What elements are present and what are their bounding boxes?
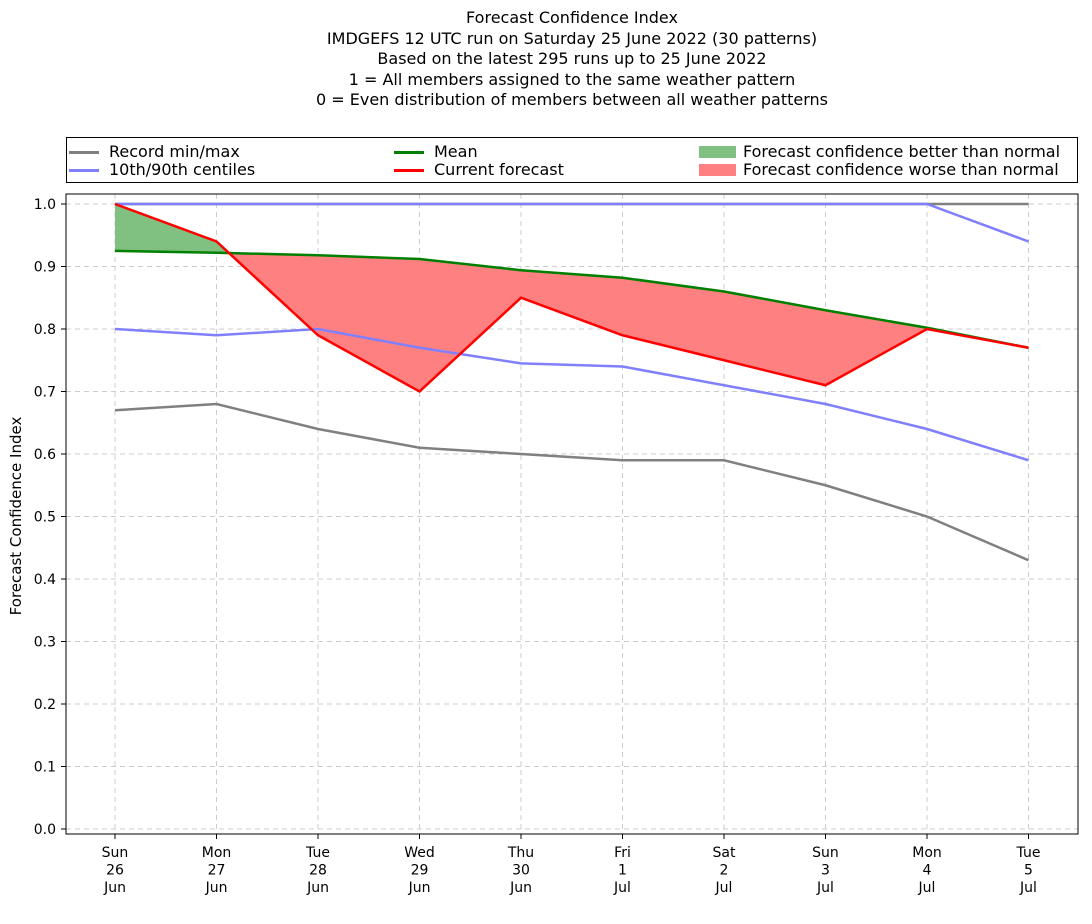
p90-centile-line bbox=[115, 202, 1029, 243]
x-tick-label: Jul bbox=[918, 880, 936, 896]
y-tick-label: 0.4 bbox=[34, 572, 56, 588]
series-lines bbox=[114, 202, 1029, 562]
x-tick-label: Jun bbox=[509, 880, 532, 896]
axes: 0.00.10.20.30.40.50.60.70.80.91.0Sun26Ju… bbox=[34, 197, 1041, 896]
fill-worse-than-normal bbox=[419, 259, 521, 392]
fill-better-than-normal bbox=[115, 204, 217, 253]
x-tick-label: 27 bbox=[208, 863, 226, 879]
x-tick-label: Sat bbox=[713, 845, 736, 861]
legend-swatch-worse bbox=[699, 164, 736, 176]
chart-legend: Record min/max 10th/90th centiles Mean C… bbox=[66, 137, 1078, 183]
fill-worse-than-normal bbox=[521, 270, 623, 336]
x-tick-label: 26 bbox=[106, 863, 124, 879]
y-tick-label: 0.3 bbox=[34, 635, 56, 651]
y-tick-label: 1.0 bbox=[34, 197, 56, 213]
title-line: Forecast Confidence Index bbox=[466, 8, 678, 27]
x-tick-label: 5 bbox=[1024, 863, 1033, 879]
x-tick-label: 30 bbox=[512, 863, 530, 879]
x-tick-label: 29 bbox=[411, 863, 429, 879]
x-tick-label: 3 bbox=[821, 863, 830, 879]
x-tick-label: 28 bbox=[309, 863, 327, 879]
y-tick-label: 0.2 bbox=[34, 697, 56, 713]
current-forecast-line bbox=[114, 202, 1029, 394]
x-tick-label: Jun bbox=[408, 880, 431, 896]
legend-swatch-better bbox=[699, 146, 736, 158]
x-tick-label: Wed bbox=[404, 845, 435, 861]
legend-label-current: Current forecast bbox=[434, 160, 564, 179]
title-line: 1 = All members assigned to the same wea… bbox=[348, 69, 796, 89]
y-tick-label: 0.6 bbox=[34, 447, 56, 463]
x-tick-label: Jul bbox=[613, 880, 631, 896]
x-tick-label: Thu bbox=[507, 845, 534, 861]
x-tick-label: Jul bbox=[816, 880, 834, 896]
y-tick-label: 0.7 bbox=[34, 385, 56, 401]
x-tick-label: Jun bbox=[205, 880, 228, 896]
y-tick-label: 0.0 bbox=[34, 822, 56, 838]
x-tick-label: Sun bbox=[812, 845, 839, 861]
x-tick-label: Jun bbox=[306, 880, 329, 896]
x-tick-label: 4 bbox=[923, 863, 932, 879]
title-line: Based on the latest 295 runs up to 25 Ju… bbox=[377, 49, 767, 69]
x-tick-label: 1 bbox=[618, 863, 627, 879]
chart-title: Forecast Confidence Index IMDGEFS 12 UTC… bbox=[0, 8, 1092, 111]
x-tick-label: Mon bbox=[202, 845, 232, 861]
legend-swatch-mean bbox=[394, 151, 424, 154]
x-tick-label: Jun bbox=[103, 880, 126, 896]
y-axis-label: Forecast Confidence Index bbox=[7, 417, 25, 616]
fill-worse-than-normal bbox=[622, 277, 724, 361]
x-tick-label: Sun bbox=[102, 845, 129, 861]
record-min-line bbox=[114, 402, 1029, 562]
fill-worse-than-normal bbox=[825, 310, 927, 386]
legend-swatch-record bbox=[69, 151, 99, 154]
x-tick-label: Jul bbox=[715, 880, 733, 896]
y-tick-label: 0.8 bbox=[34, 322, 56, 338]
legend-swatch-centiles bbox=[69, 169, 99, 172]
y-tick-label: 0.9 bbox=[34, 260, 56, 276]
x-tick-label: Jul bbox=[1019, 880, 1037, 896]
x-tick-label: Tue bbox=[1016, 845, 1041, 861]
legend-swatch-current bbox=[394, 169, 424, 172]
x-tick-label: 2 bbox=[720, 863, 729, 879]
legend-label-mean: Mean bbox=[434, 142, 478, 161]
y-tick-label: 0.5 bbox=[34, 510, 56, 526]
mean-line bbox=[114, 249, 1029, 349]
x-tick-label: Tue bbox=[305, 845, 330, 861]
legend-label-worse: Forecast confidence worse than normal bbox=[743, 160, 1059, 179]
fill-worse-than-normal bbox=[724, 291, 826, 386]
title-line: IMDGEFS 12 UTC run on Saturday 25 June 2… bbox=[326, 28, 818, 48]
title-line: 0 = Even distribution of members between… bbox=[315, 90, 829, 110]
x-tick-label: Mon bbox=[912, 845, 942, 861]
y-tick-label: 0.1 bbox=[34, 760, 56, 776]
legend-label-record: Record min/max bbox=[109, 142, 240, 161]
legend-label-centiles: 10th/90th centiles bbox=[109, 160, 256, 179]
fill-worse-than-normal bbox=[318, 255, 420, 392]
confidence-fill-areas bbox=[115, 204, 1029, 392]
plot-frame bbox=[65, 193, 1079, 835]
legend-label-better: Forecast confidence better than normal bbox=[743, 142, 1061, 161]
x-tick-label: Fri bbox=[614, 845, 631, 861]
p10-centile-line bbox=[114, 327, 1029, 462]
